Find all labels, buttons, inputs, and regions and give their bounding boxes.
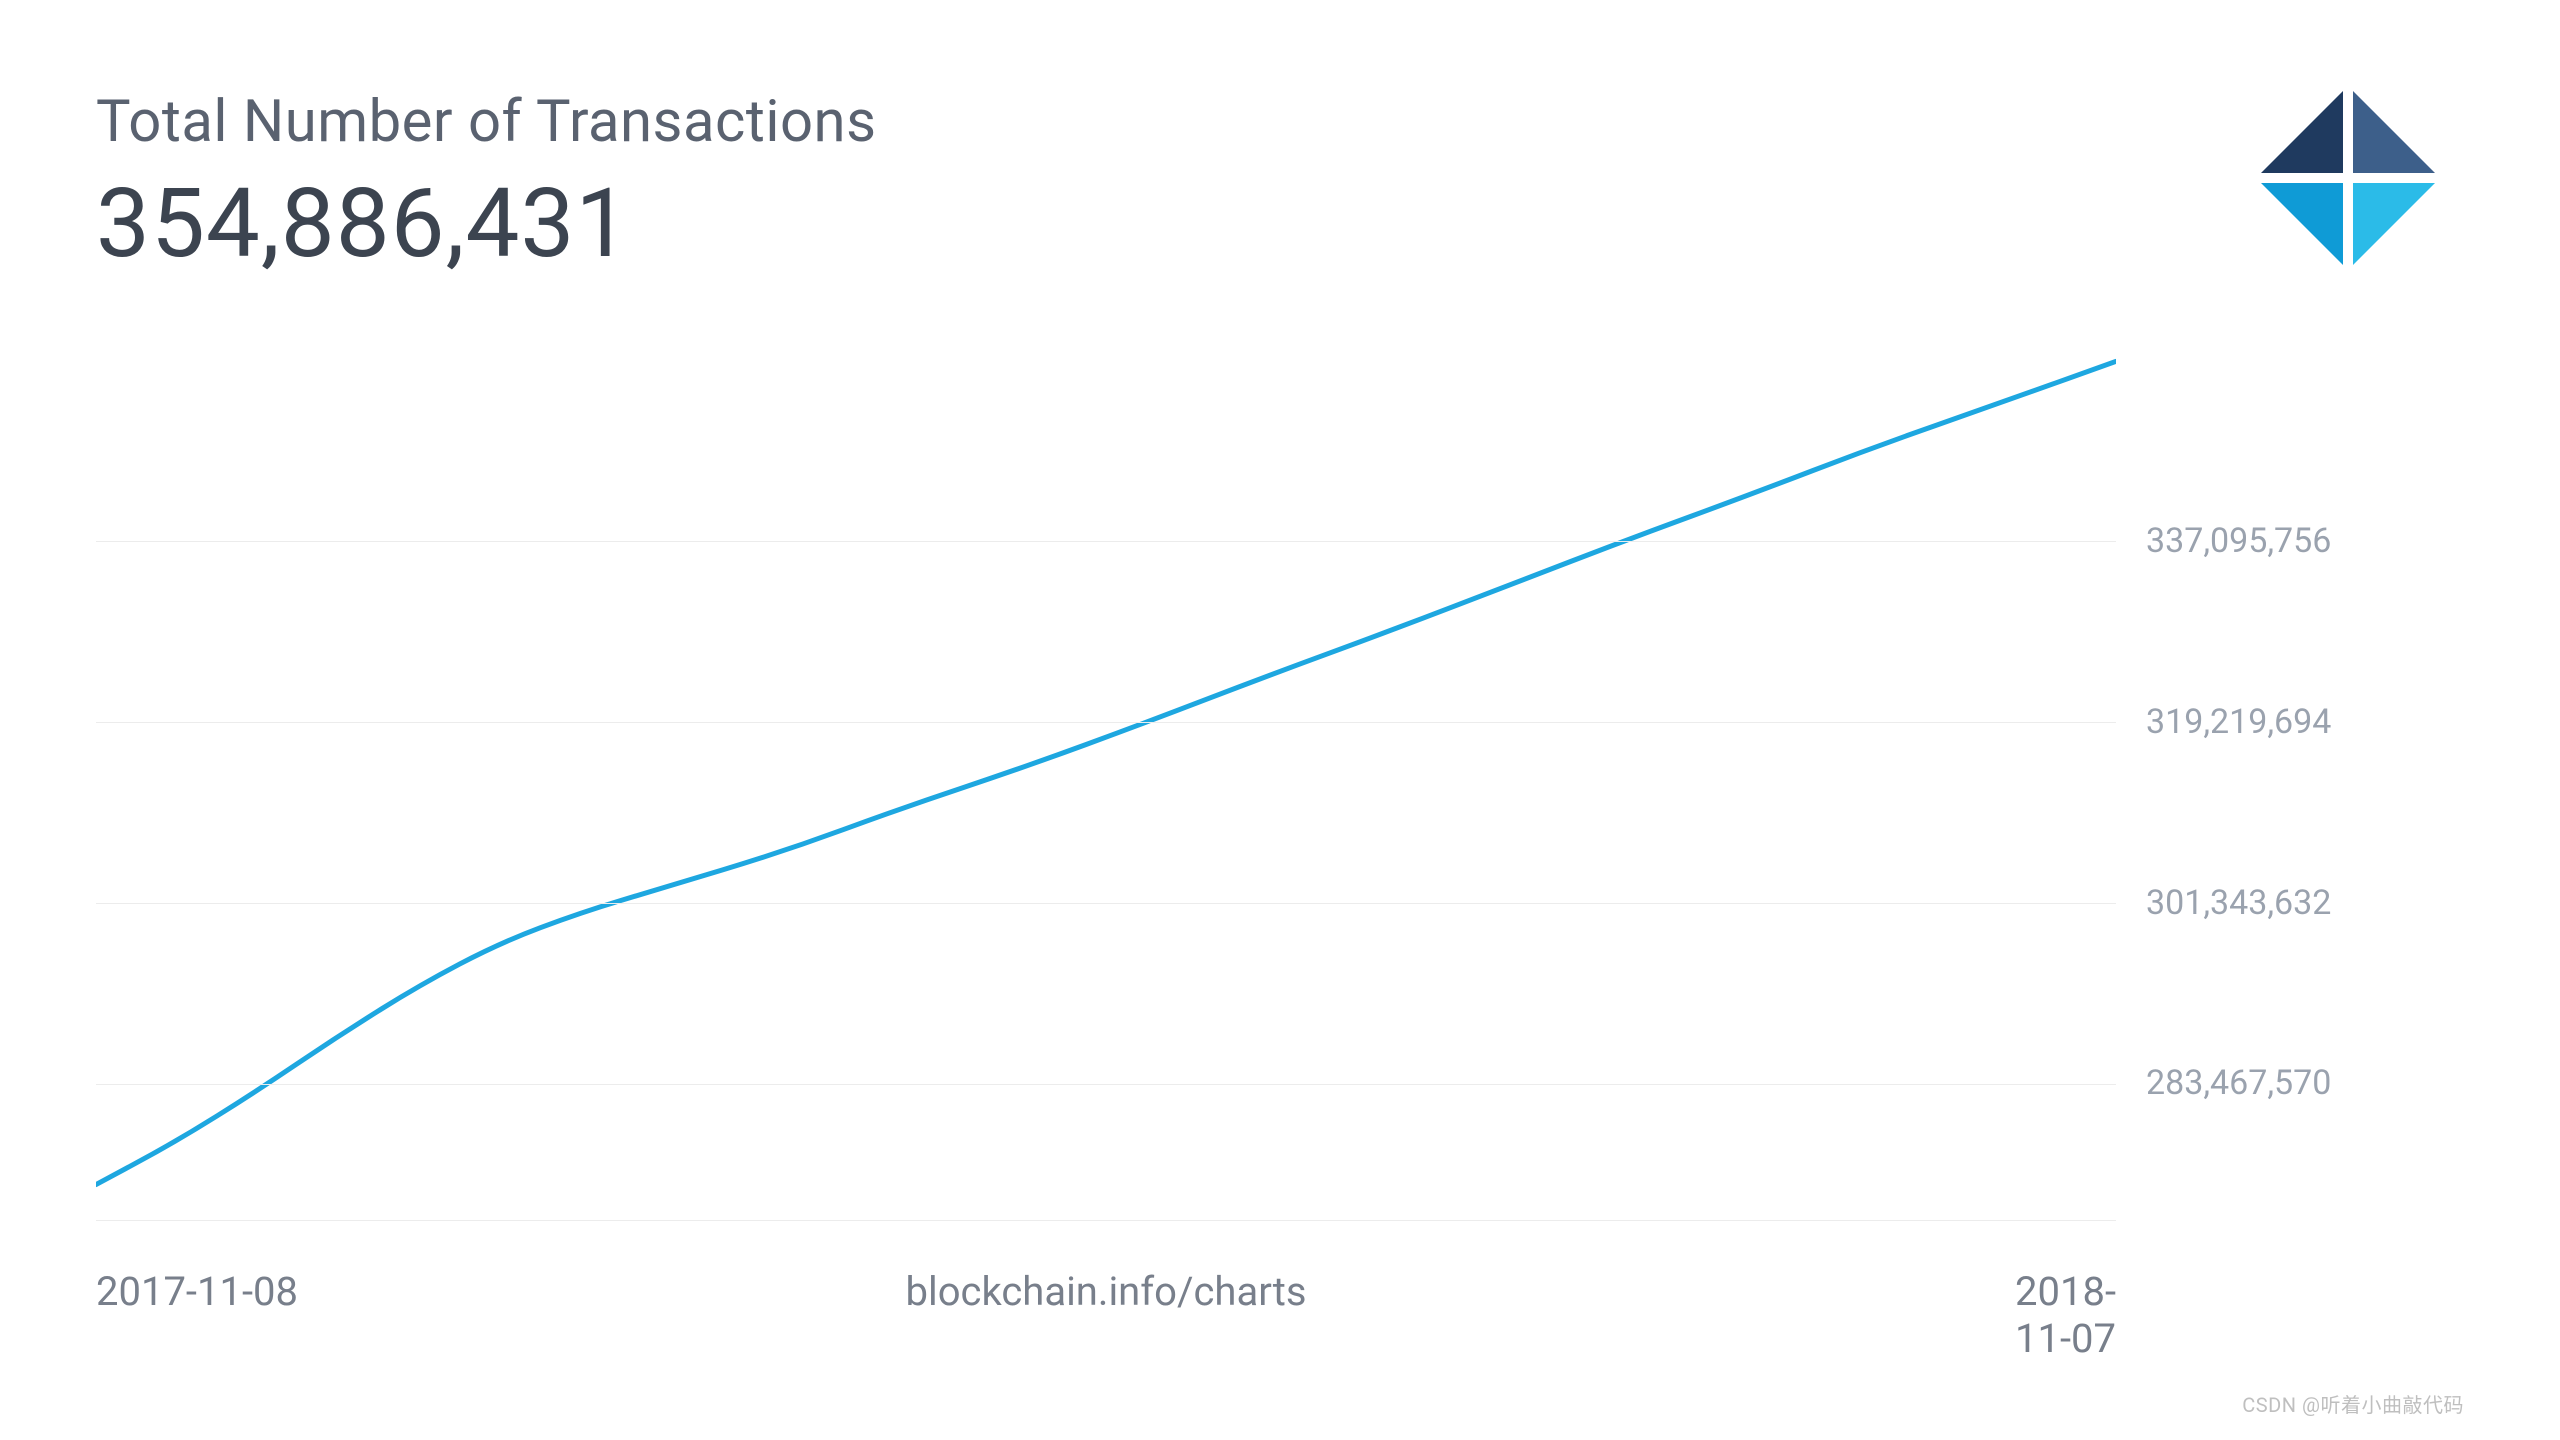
gridline [96, 1084, 2116, 1085]
watermark-text: CSDN @听着小曲敲代码 [2242, 1389, 2464, 1418]
chart-container: Total Number of Transactions 354,886,431… [0, 0, 2560, 1440]
gridline [96, 903, 2116, 904]
gridline [96, 722, 2116, 723]
baseline [96, 1220, 2116, 1221]
gridline [96, 541, 2116, 542]
chart-title: Total Number of Transactions [96, 88, 2464, 156]
chart-total-value: 354,886,431 [96, 168, 2464, 280]
line-series [96, 340, 2116, 1220]
y-tick-label: 283,467,570 [2146, 1063, 2331, 1103]
chart-plot-area: 283,467,570301,343,632319,219,694337,095… [96, 340, 2116, 1220]
y-tick-label: 319,219,694 [2146, 702, 2331, 742]
x-label-left: 2017-11-08 [96, 1268, 298, 1315]
x-label-center: blockchain.info/charts [906, 1268, 1307, 1315]
y-tick-label: 301,343,632 [2146, 883, 2331, 923]
y-tick-label: 337,095,756 [2146, 521, 2331, 561]
x-label-right: 2018-11-07 [2015, 1268, 2116, 1362]
blockchain-logo-icon [2248, 78, 2448, 282]
